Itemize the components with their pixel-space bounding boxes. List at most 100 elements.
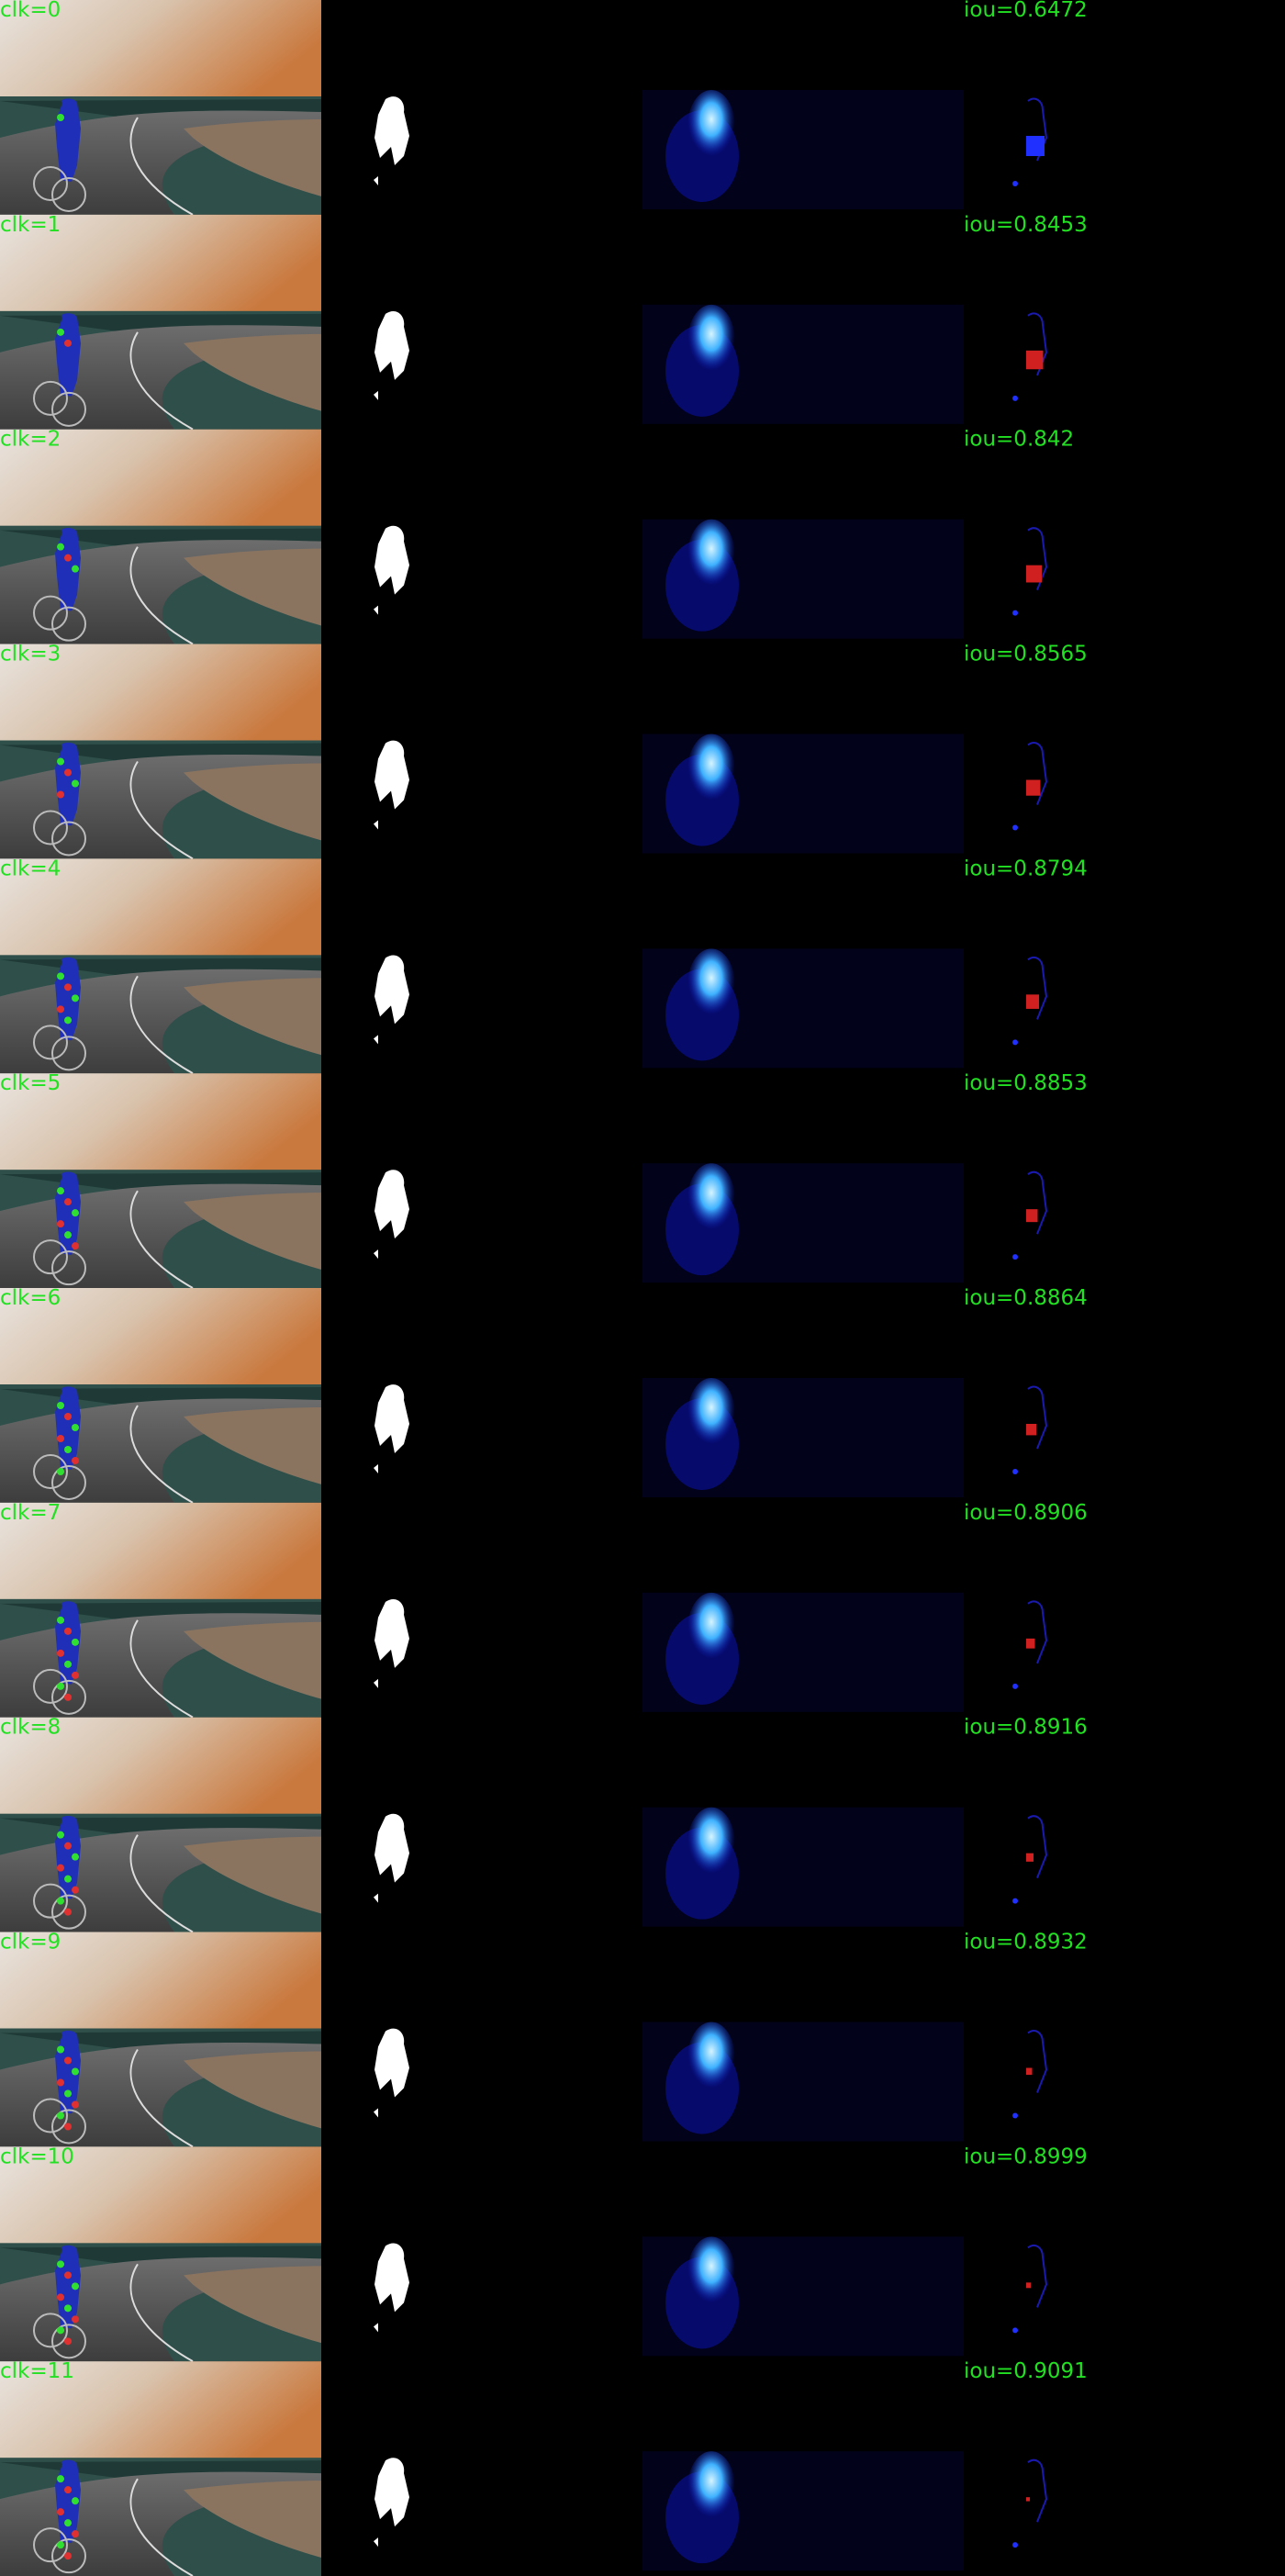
- row: clk=10 iou=0.8999: [0, 2145, 1088, 2363]
- click-point: [72, 1638, 79, 1646]
- click-point: [64, 2122, 72, 2131]
- river: [184, 1621, 321, 1699]
- click-point: [57, 2475, 64, 2483]
- error-region: [1026, 350, 1044, 370]
- mask-blob: [374, 2108, 378, 2118]
- error-dot: [1012, 1039, 1018, 1046]
- sky: [0, 2361, 321, 2465]
- click-point: [64, 1693, 72, 1701]
- wheel: [33, 1025, 68, 1060]
- ground-truth-mask: [374, 96, 409, 185]
- click-point: [57, 1682, 64, 1690]
- sky: [0, 2146, 321, 2250]
- iou-label: iou=0.8916: [964, 1716, 1088, 1740]
- high-prob: [687, 1163, 735, 1238]
- probability-map: [642, 304, 964, 424]
- click-label: clk=8: [0, 1716, 61, 1740]
- input-image: [0, 2146, 321, 2363]
- error-dot: [1012, 395, 1018, 401]
- error-map: [1012, 2030, 1048, 2119]
- error-dot: [1012, 1683, 1018, 1689]
- error-outline: [1027, 2244, 1048, 2308]
- click-label: clk=9: [0, 1931, 61, 1954]
- sky: [0, 0, 321, 103]
- wheel: [51, 1894, 86, 1930]
- error-region: [1026, 1424, 1036, 1436]
- click-point: [72, 2100, 79, 2109]
- error-outline: [1027, 956, 1048, 1020]
- mask-shape: [374, 740, 409, 810]
- row: clk=4 iou=0.8794: [0, 857, 1088, 1075]
- sky: [0, 858, 321, 962]
- error-region: [1026, 1638, 1035, 1649]
- click-point: [64, 2304, 72, 2313]
- high-prob: [687, 734, 735, 808]
- error-region: [1026, 2067, 1033, 2076]
- click-point: [64, 1198, 72, 1206]
- click-point: [64, 2089, 72, 2098]
- click-point: [57, 2078, 64, 2087]
- wheel: [33, 810, 68, 846]
- click-point: [72, 1886, 79, 1894]
- wheel: [51, 1679, 86, 1715]
- mask-blob: [374, 390, 378, 400]
- mask-blob: [374, 1035, 378, 1045]
- sky: [0, 429, 321, 532]
- ground-truth-mask: [374, 955, 409, 1045]
- river: [184, 1407, 321, 1484]
- mask-shape: [374, 1813, 409, 1883]
- error-outline: [1027, 97, 1048, 162]
- row: clk=6 iou=0.8864: [0, 1286, 1088, 1504]
- ground-truth-mask: [374, 2243, 409, 2333]
- road-edge: [129, 1405, 194, 1504]
- ground-truth-mask: [374, 525, 409, 615]
- mask-shape: [374, 2028, 409, 2098]
- sky: [0, 1288, 321, 1391]
- input-image: [0, 1502, 321, 1719]
- road-edge: [129, 2048, 194, 2148]
- error-dot: [1012, 2112, 1018, 2119]
- probability-map: [642, 1378, 964, 1497]
- sky: [0, 644, 321, 747]
- click-point: [64, 1875, 72, 1883]
- high-prob: [687, 90, 735, 163]
- click-point: [57, 543, 64, 551]
- mask-shape: [374, 310, 409, 380]
- mask-shape: [374, 525, 409, 595]
- error-outline: [1027, 527, 1048, 591]
- click-point: [64, 2519, 72, 2527]
- click-label: clk=4: [0, 857, 61, 880]
- click-point: [64, 2486, 72, 2494]
- row: clk=1 iou=0.8453: [0, 213, 1088, 431]
- mask-shape: [374, 96, 409, 165]
- click-point: [64, 1016, 72, 1025]
- click-point: [72, 1242, 79, 1250]
- error-outline: [1027, 742, 1048, 805]
- error-region: [1026, 136, 1045, 156]
- input-image: [0, 858, 321, 1075]
- iou-label: iou=0.8853: [964, 1071, 1088, 1095]
- sky: [0, 214, 321, 318]
- sky: [0, 1717, 321, 1820]
- wheel: [33, 1239, 68, 1275]
- probability-map: [642, 1592, 964, 1712]
- ground-truth-mask: [374, 1384, 409, 1473]
- click-point: [57, 1187, 64, 1195]
- click-point: [64, 1446, 72, 1453]
- error-map: [1012, 1170, 1048, 1260]
- road: [0, 540, 321, 644]
- click-point: [72, 2282, 79, 2290]
- probability-map: [642, 734, 964, 854]
- click-point: [57, 972, 64, 980]
- click-point: [57, 1616, 64, 1624]
- click-point: [57, 114, 64, 121]
- probability-map: [642, 2451, 964, 2571]
- click-point: [64, 2271, 72, 2279]
- sky: [0, 1073, 321, 1177]
- river: [184, 2481, 321, 2558]
- click-point: [57, 1864, 64, 1872]
- mask-blob: [374, 605, 378, 615]
- click-point: [64, 1231, 72, 1239]
- wheel: [33, 1454, 68, 1489]
